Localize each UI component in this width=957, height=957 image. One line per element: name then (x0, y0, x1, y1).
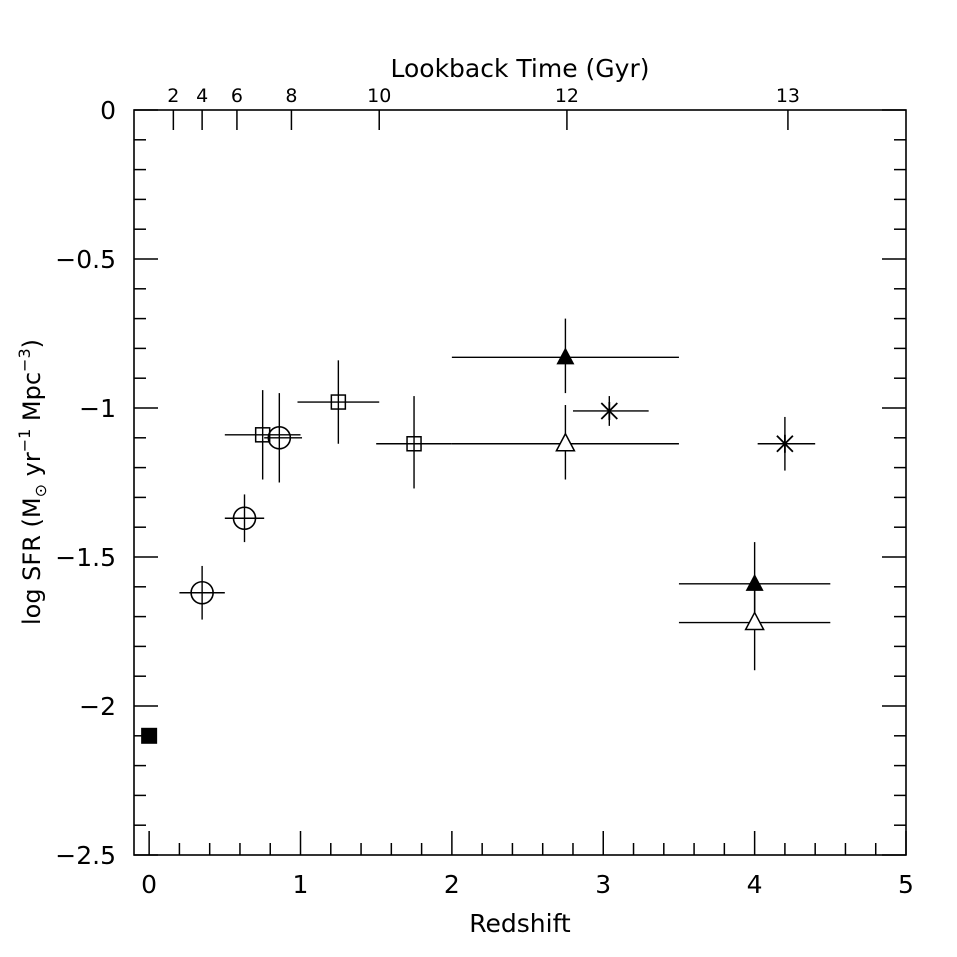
data-point-open-square (297, 360, 380, 444)
y-axis-label-units1: yr (18, 452, 46, 484)
marker-open-circle (232, 506, 257, 531)
data-point-open-circle (179, 565, 225, 620)
marker-open-circle (190, 580, 214, 605)
data-point-open-circle (264, 393, 303, 483)
y-tick-label: −1.5 (55, 543, 116, 572)
y-axis-label-close: ) (18, 339, 46, 348)
x-tick-label: 1 (293, 870, 309, 899)
y-axis-label-units2: Mpc (18, 372, 46, 429)
marker-filled-triangle (556, 347, 575, 365)
marker-open-circle (267, 425, 292, 450)
y-axis-label-main: log SFR (M (18, 497, 46, 625)
top-tick-label: 10 (367, 85, 391, 107)
top-tick-label: 8 (285, 85, 297, 107)
y-tick-label: −2 (79, 692, 116, 721)
x-tick-label: 0 (141, 870, 157, 899)
top-tick-label: 4 (196, 85, 208, 107)
top-tick-label: 12 (555, 85, 579, 107)
marker-open-square (254, 427, 271, 443)
data-point-asterisk (572, 396, 649, 426)
top-tick-label: 13 (776, 85, 800, 107)
y-tick-label: 0 (100, 96, 116, 125)
data-point-filled-triangle (451, 318, 679, 394)
marker-open-square (406, 436, 422, 452)
x-axis-label: Redshift (469, 909, 571, 938)
y-axis-label-sun: ⊙ (31, 484, 50, 497)
axis-ticks (134, 109, 907, 856)
x-tick-label: 2 (444, 870, 460, 899)
y-tick-label: −1 (79, 394, 116, 423)
x-tick-label: 5 (898, 870, 914, 899)
marker-open-square (330, 394, 347, 410)
data-points (141, 318, 831, 744)
data-point-open-square (376, 396, 452, 489)
y-axis-label-exp2: −3 (15, 348, 34, 372)
y-axis-label: log SFR (M⊙ yr−1 Mpc−3) (15, 339, 50, 625)
x-tick-label: 4 (747, 870, 763, 899)
y-axis-label-exp1: −1 (15, 429, 34, 453)
tick-labels: 2 4 6 8 10 12 130 1 2 3 4 50−0.5−1−1.5−2−2.5 (55, 85, 914, 899)
data-point-open-square (224, 390, 301, 480)
data-point-asterisk (757, 416, 816, 471)
y-tick-label: −2.5 (55, 841, 116, 870)
data-point-open-circle (224, 494, 265, 543)
data-point-open-triangle (678, 574, 831, 671)
top-tick-label: 2 (167, 85, 179, 107)
data-point-open-triangle (451, 405, 679, 480)
top-tick-label: 6 (231, 85, 243, 107)
y-tick-label: −0.5 (55, 245, 116, 274)
data-point-filled-square (141, 727, 158, 744)
top-axis-label: Lookback Time (Gyr) (391, 54, 650, 83)
marker-open-triangle (555, 432, 576, 452)
marker-filled-square (141, 727, 158, 744)
x-tick-label: 3 (595, 870, 611, 899)
plot-frame (133, 109, 907, 856)
marker-open-triangle (744, 610, 765, 631)
